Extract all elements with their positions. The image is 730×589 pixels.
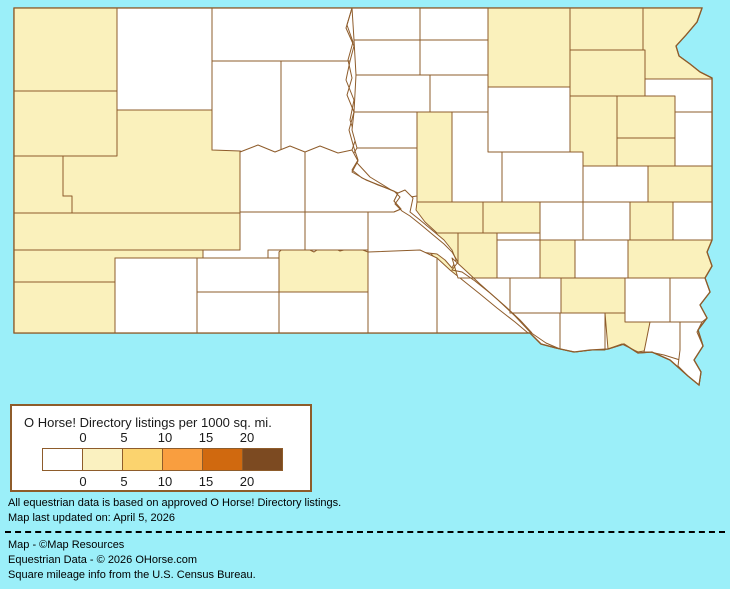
legend-tick-label: 10 (157, 474, 173, 489)
county-shape (582, 165, 649, 203)
county-shape (239, 144, 306, 213)
county-shape (116, 7, 213, 111)
county-shape (419, 39, 489, 76)
county-shape (351, 7, 421, 41)
county-shape (353, 74, 431, 113)
equestrian-data-credit: Equestrian Data - © 2026 OHorse.com (8, 554, 198, 566)
county-shape (211, 7, 355, 62)
county-shape (13, 212, 241, 251)
county-shape (539, 201, 584, 241)
county-shape (643, 321, 681, 361)
county-shape (582, 201, 631, 241)
legend-title: O Horse! Directory listings per 1000 sq.… (24, 415, 272, 430)
legend-ramp-cell (202, 448, 243, 471)
map-credit: Map - ©Map Resources (8, 539, 125, 551)
county-shape (367, 249, 438, 334)
county-shape (539, 239, 576, 279)
data-source-note: All equestrian data is based on approved… (8, 497, 342, 509)
county-shape (351, 111, 418, 149)
county-shape (501, 151, 584, 203)
county-shape (13, 90, 118, 157)
missouri-river-line (346, 7, 533, 334)
legend-ramp-cell (242, 448, 283, 471)
county-shape (624, 277, 671, 323)
county-shape (280, 60, 357, 161)
legend-tick-label: 0 (79, 474, 87, 489)
legend-ramp-cell (162, 448, 203, 471)
county-shape (496, 239, 541, 279)
county-shape (278, 291, 369, 334)
legend-bottom-ticks: 0 5 10 15 20 (42, 474, 288, 489)
county-shape (559, 312, 606, 353)
county-shape (13, 281, 116, 334)
legend-tick-label: 20 (239, 430, 255, 445)
county-shape (304, 211, 369, 251)
county-shape (419, 7, 489, 41)
county-shape (367, 189, 457, 269)
county-shape (487, 7, 571, 88)
county-shape (672, 201, 713, 241)
county-shape (627, 239, 713, 279)
county-shape (353, 39, 421, 76)
legend-ramp-cell (82, 448, 123, 471)
last-updated-note: Map last updated on: April 5, 2026 (8, 512, 175, 524)
county-shape (416, 111, 453, 203)
legend-tick-label: 15 (198, 430, 214, 445)
county-shape (674, 111, 713, 167)
county-shape (114, 257, 198, 334)
county-shape (429, 74, 489, 113)
county-shape (677, 321, 704, 386)
county-shape (569, 7, 644, 51)
county-shape (196, 291, 280, 334)
legend-ramp-cell (122, 448, 163, 471)
county-shape (13, 7, 118, 92)
legend-color-ramp (42, 448, 283, 471)
legend-top-ticks: 0 5 10 15 20 (42, 430, 288, 445)
county-shape (278, 243, 369, 293)
county-shape (196, 257, 280, 293)
county-shape (569, 49, 646, 97)
census-credit: Square mileage info from the U.S. Census… (8, 569, 256, 581)
dashed-divider (5, 531, 725, 533)
legend-ramp-cell (42, 448, 83, 471)
county-shape (487, 86, 571, 153)
county-shape (509, 277, 562, 314)
county-shape (574, 239, 629, 279)
legend-tick-label: 5 (120, 474, 128, 489)
county-shape (629, 201, 674, 241)
legend-tick-label: 20 (239, 474, 255, 489)
legend: O Horse! Directory listings per 1000 sq.… (10, 404, 312, 492)
county-shape (560, 277, 626, 314)
county-shape (482, 201, 541, 234)
legend-tick-label: 10 (157, 430, 173, 445)
county-shape (616, 137, 676, 167)
legend-tick-label: 15 (198, 474, 214, 489)
county-shape (211, 60, 282, 159)
legend-tick-label: 5 (120, 430, 128, 445)
county-shape (616, 95, 676, 139)
state-outline-top (13, 7, 713, 387)
county-shape (647, 165, 713, 203)
legend-tick-label: 0 (79, 430, 87, 445)
